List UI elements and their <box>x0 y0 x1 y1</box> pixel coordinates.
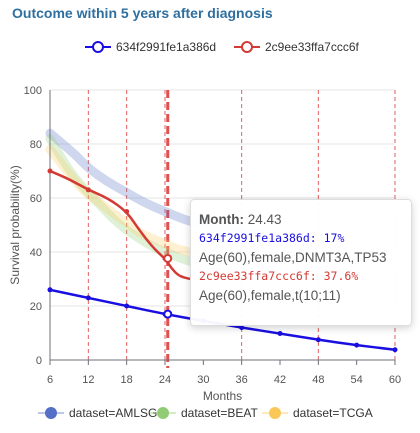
tooltip-month-value: 24.43 <box>247 212 282 227</box>
x-tick-label: 24 <box>159 374 171 386</box>
y-tick-label: 80 <box>30 139 42 151</box>
x-tick-label: 54 <box>351 374 363 386</box>
legend-marker <box>241 41 253 53</box>
series-point <box>354 342 360 348</box>
series-point <box>315 337 321 343</box>
x-tick-label: 6 <box>47 374 53 386</box>
tooltip-series1-desc: Age(60),female,DNMT3A,TP53 <box>199 250 387 265</box>
y-tick-label: 60 <box>30 193 42 205</box>
y-tick-label: 0 <box>36 355 42 367</box>
top-legend[interactable]: 634f2991fe1a386d 2c9ee33ffa7ccc6f <box>85 40 360 54</box>
bottom-legend[interactable]: dataset=AMLSG dataset=BEAT dataset=TCGA <box>38 406 373 420</box>
series-point <box>124 209 130 214</box>
tooltip-series2: 2c9ee33ffa7ccc6f: 37.6% <box>199 269 359 283</box>
x-tick-label: 36 <box>236 374 248 386</box>
y-tick-label: 100 <box>24 85 42 97</box>
x-tick-label: 48 <box>312 374 324 386</box>
cohort-band-beat <box>45 134 208 269</box>
legend-item-beat[interactable]: dataset=BEAT <box>150 406 258 420</box>
legend-marker <box>45 407 57 419</box>
legend-marker <box>92 41 104 53</box>
series-point <box>239 325 245 331</box>
legend-item-amlsg[interactable]: dataset=AMLSG <box>38 406 157 420</box>
legend-item-series2[interactable]: 2c9ee33ffa7ccc6f <box>234 40 360 54</box>
tooltip-series2-desc: Age(60),female,t(10;11) <box>199 288 341 303</box>
hover-point-series2 <box>163 253 173 263</box>
legend-label: 2c9ee33ffa7ccc6f <box>265 40 360 54</box>
x-tick-label: 18 <box>121 374 133 386</box>
x-tick-label: 60 <box>389 374 401 386</box>
legend-marker <box>269 407 281 419</box>
series-line-2 <box>49 169 191 281</box>
legend-label: dataset=AMLSG <box>69 406 157 420</box>
legend-item-series1[interactable]: 634f2991fe1a386d <box>85 40 216 54</box>
x-tick-label: 42 <box>274 374 286 386</box>
series-lines <box>47 168 398 353</box>
y-tick-label: 40 <box>30 247 42 259</box>
series-point <box>392 347 398 353</box>
tooltip-series1: 634f2991fe1a386d: 17% <box>199 231 345 245</box>
series-point <box>124 303 130 309</box>
series-point <box>85 295 91 301</box>
x-axis-label: Months <box>203 389 242 403</box>
x-tick-label: 30 <box>197 374 209 386</box>
series-point <box>47 168 53 174</box>
y-axis-label: Survival probability(%) <box>8 165 22 284</box>
series-point <box>47 287 53 293</box>
tooltip-month-label: Month: <box>199 212 244 227</box>
axes: 0 20 40 60 80 100 6 12 18 24 30 36 42 48 54 60 Months Sur… <box>8 85 401 403</box>
tooltip: Month: 24.43 634f2991fe1a386d: 17% Age(6… <box>190 199 412 326</box>
legend-marker <box>157 407 169 419</box>
x-tick-label: 12 <box>82 374 94 386</box>
series-point <box>277 331 283 337</box>
chart-title: Outcome within 5 years after diagnosis <box>12 5 273 21</box>
cohort-band-tcga <box>45 144 208 260</box>
tooltip-month: Month: 24.43 <box>199 210 403 229</box>
y-tick-label: 20 <box>30 301 42 313</box>
legend-label: 634f2991fe1a386d <box>116 40 216 54</box>
legend-item-tcga[interactable]: dataset=TCGA <box>262 406 373 420</box>
hover-point-series1 <box>163 309 173 319</box>
legend-label: dataset=TCGA <box>293 406 373 420</box>
series-point <box>85 187 91 193</box>
legend-label: dataset=BEAT <box>181 406 258 420</box>
